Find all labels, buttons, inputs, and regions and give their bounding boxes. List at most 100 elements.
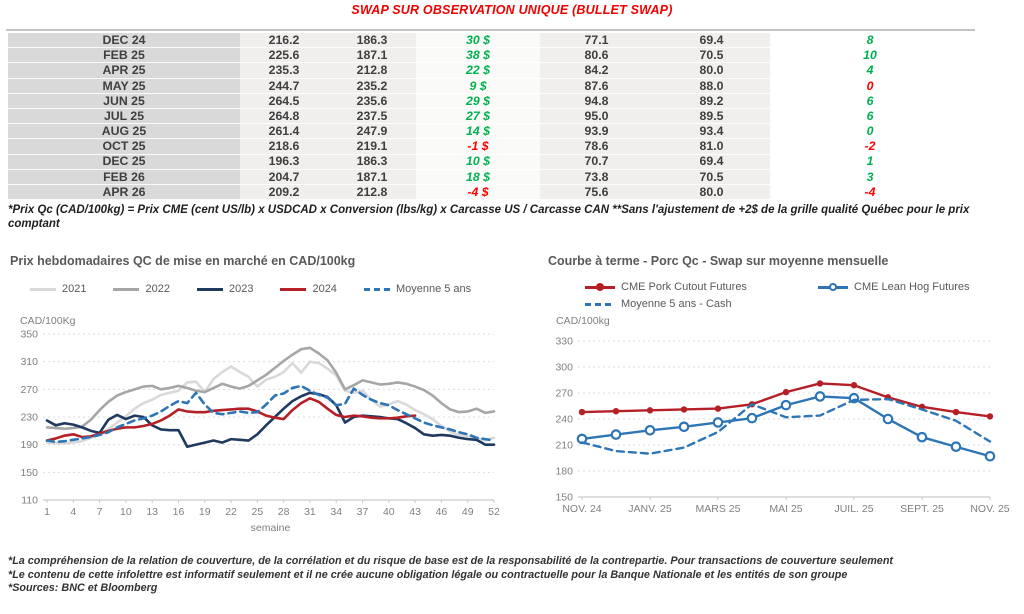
cell-prix-qc: 196.3 xyxy=(240,154,328,170)
svg-text:7: 7 xyxy=(97,506,103,518)
legend-label: CME Pork Cutout Futures xyxy=(621,281,747,293)
line-circle-swatch-icon xyxy=(818,283,848,291)
cell-gain-us: 10 xyxy=(770,48,1016,64)
cell-swap-us: 80.0 xyxy=(653,63,770,79)
cell-swap-qc: 237.5 xyxy=(328,108,416,125)
cell-gain-qc: 9 $ xyxy=(416,78,540,94)
cell-swap-us: 69.4 xyxy=(653,154,770,170)
svg-text:300: 300 xyxy=(555,362,573,374)
svg-text:MARS 25: MARS 25 xyxy=(696,503,741,515)
svg-text:43: 43 xyxy=(409,506,421,518)
svg-text:150: 150 xyxy=(555,492,573,504)
cell-month: FEB 26 xyxy=(8,169,240,185)
cell-prix-us: 94.8 xyxy=(540,93,653,109)
cell-month: DEC 24 xyxy=(8,33,240,49)
cell-prix-us: 80.6 xyxy=(540,48,653,64)
svg-text:CAD/100kg: CAD/100kg xyxy=(556,315,610,327)
svg-text:210: 210 xyxy=(555,440,573,452)
cell-gain-qc: 30 $ xyxy=(416,33,540,49)
cell-month: FEB 25 xyxy=(8,48,240,64)
svg-text:230: 230 xyxy=(20,412,38,424)
cell-gain-qc: 29 $ xyxy=(416,93,540,109)
legend-label: 2021 xyxy=(62,283,87,295)
weekly-chart-legend: 2021 2022 2023 2024 Moyenne 5 ans xyxy=(30,283,471,295)
line-swatch-2021-icon xyxy=(30,287,56,291)
cell-prix-us: 93.9 xyxy=(540,124,653,140)
cell-prix-us: 95.0 xyxy=(540,108,653,125)
cell-gain-us: 6 xyxy=(770,93,1016,109)
svg-text:28: 28 xyxy=(278,506,290,518)
cell-gain-us: 4 xyxy=(770,63,1016,79)
svg-text:19: 19 xyxy=(199,506,211,518)
cell-prix-qc: 218.6 xyxy=(240,139,328,155)
cell-prix-us: 77.1 xyxy=(540,33,653,49)
cell-gain-us: 0 xyxy=(770,124,1016,140)
cell-prix-qc: 264.5 xyxy=(240,93,328,109)
line-swatch-2024-icon xyxy=(280,287,307,291)
cell-gain-us: -2 xyxy=(770,139,1016,155)
svg-text:4: 4 xyxy=(70,506,76,518)
dashed-line-swatch-icon xyxy=(363,287,390,291)
svg-text:34: 34 xyxy=(330,506,342,518)
cell-swap-us: 81.0 xyxy=(653,139,770,155)
svg-text:1: 1 xyxy=(44,506,50,518)
cell-gain-qc: 18 $ xyxy=(416,169,540,185)
legend-item-2024: 2024 xyxy=(280,283,337,295)
legend-label: Moyenne 5 ans - Cash xyxy=(621,298,732,310)
cell-prix-qc: 225.6 xyxy=(240,48,328,64)
cell-swap-us: 80.0 xyxy=(653,184,770,201)
legend-item-lean-hog: CME Lean Hog Futures xyxy=(818,281,970,293)
cell-swap-qc: 186.3 xyxy=(328,154,416,170)
legend-label: 2022 xyxy=(145,283,170,295)
cell-prix-us: 70.7 xyxy=(540,154,653,170)
cell-prix-qc: 204.7 xyxy=(240,169,328,185)
legend-label: Moyenne 5 ans xyxy=(395,283,472,295)
svg-text:10: 10 xyxy=(120,506,132,518)
svg-text:NOV. 25: NOV. 25 xyxy=(970,503,1009,515)
cell-gain-qc: 38 $ xyxy=(416,48,540,64)
cell-swap-us: 70.5 xyxy=(653,48,770,64)
legend-item-moyenne-5-ans: Moyenne 5 ans xyxy=(363,283,472,295)
svg-text:270: 270 xyxy=(20,384,38,396)
cell-gain-qc: 27 $ xyxy=(416,108,540,125)
cell-swap-qc: 235.6 xyxy=(328,93,416,109)
svg-text:46: 46 xyxy=(436,506,448,518)
cell-swap-us: 89.5 xyxy=(653,108,770,125)
cell-swap-us: 69.4 xyxy=(653,33,770,49)
cell-gain-qc: -4 $ xyxy=(416,184,540,201)
svg-text:49: 49 xyxy=(462,506,474,518)
cell-swap-us: 93.4 xyxy=(653,124,770,140)
line-swatch-2022-icon xyxy=(113,287,140,291)
svg-text:180: 180 xyxy=(555,466,573,478)
cell-prix-us: 73.8 xyxy=(540,169,653,185)
cell-prix-qc: 244.7 xyxy=(240,78,328,94)
cell-swap-qc: 247.9 xyxy=(328,124,416,140)
weekly-price-line-chart: 110 150 190 230 270 310 350 1 4 7 10 13 16 19 22 25 28 31… xyxy=(20,315,500,534)
cell-gain-us: 3 xyxy=(770,169,1016,185)
cell-swap-us: 70.5 xyxy=(653,169,770,185)
cell-prix-qc: 235.3 xyxy=(240,63,328,79)
legend-item-moyenne-cash: Moyenne 5 ans - Cash xyxy=(585,298,732,310)
legend-item-pork-cutout: CME Pork Cutout Futures xyxy=(585,281,747,293)
title-divider xyxy=(6,29,975,31)
bullet-swap-table: DEC 24 216.2 186.3 30 $77.1 69.4 8 FEB 25 225.6… xyxy=(8,33,1016,201)
legend-label: 2024 xyxy=(312,283,337,295)
cell-month: JUN 25 xyxy=(8,93,240,109)
cell-prix-qc: 216.2 xyxy=(240,33,328,49)
cell-swap-qc: 212.8 xyxy=(328,63,416,79)
svg-text:25: 25 xyxy=(252,506,264,518)
page-title: SWAP SUR OBSERVATION UNIQUE (BULLET SWAP… xyxy=(351,3,673,17)
svg-text:22: 22 xyxy=(225,506,237,518)
disclaimer-footer: *La compréhension de la relation de couv… xyxy=(8,555,1016,596)
line-swatch-2023-icon xyxy=(196,287,223,291)
cell-prix-qc: 209.2 xyxy=(240,184,328,201)
cell-gain-us: 6 xyxy=(770,108,1016,125)
cell-gain-us: 0 xyxy=(770,78,1016,94)
svg-text:13: 13 xyxy=(146,506,158,518)
cell-month: APR 25 xyxy=(8,63,240,79)
cell-prix-us: 78.6 xyxy=(540,139,653,155)
svg-text:JUIL. 25: JUIL. 25 xyxy=(834,503,873,515)
cell-gain-qc: 10 $ xyxy=(416,154,540,170)
legend-label: 2023 xyxy=(228,283,254,295)
svg-text:MAI 25: MAI 25 xyxy=(769,503,802,515)
